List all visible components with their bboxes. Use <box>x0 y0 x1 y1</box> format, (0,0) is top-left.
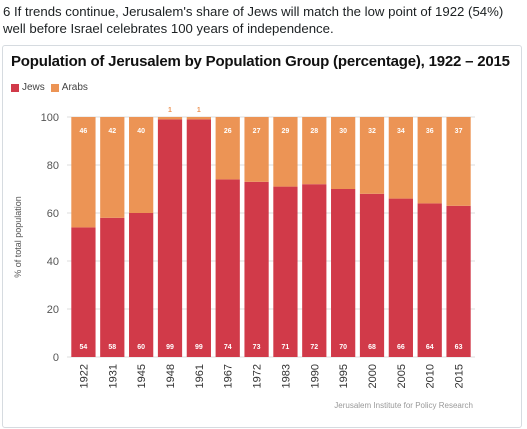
x-tick-label: 1961 <box>194 364 206 388</box>
bar-jews <box>273 186 298 357</box>
data-label-arabs: 40 <box>137 128 145 135</box>
data-label-arabs: 34 <box>397 128 405 135</box>
legend: Jews Arabs <box>11 82 88 93</box>
bar-jews <box>186 119 211 358</box>
bar-arabs <box>417 117 442 204</box>
y-tick-label: 60 <box>47 208 59 220</box>
bar-jews <box>157 119 183 358</box>
legend-label-arabs: Arabs <box>61 82 88 93</box>
x-tick-label: 1931 <box>107 364 119 388</box>
y-tick-label: 100 <box>41 112 59 124</box>
data-label-jews: 63 <box>455 344 463 351</box>
bar-arabs <box>331 117 356 189</box>
y-axis-label: % of total population <box>13 196 23 278</box>
bar-jews <box>417 203 442 357</box>
bar-arabs <box>129 117 154 213</box>
x-tick-label: 2000 <box>367 364 379 388</box>
data-label-jews: 66 <box>397 344 405 351</box>
data-label-arabs: 27 <box>253 128 261 135</box>
y-tick-label: 20 <box>47 304 59 316</box>
x-tick-label: 1922 <box>78 364 90 388</box>
x-tick-label: 1990 <box>309 364 321 388</box>
data-label-jews: 64 <box>426 344 434 351</box>
legend-item-jews: Jews <box>11 82 45 93</box>
x-tick-label: 1967 <box>223 364 235 388</box>
bar-jews <box>388 198 413 357</box>
y-tick-label: 40 <box>47 256 59 268</box>
bar-arabs <box>302 117 327 185</box>
data-label-jews: 68 <box>368 344 376 351</box>
bar-arabs <box>157 117 183 120</box>
x-tick-label: 2005 <box>396 364 408 388</box>
legend-label-jews: Jews <box>22 82 45 93</box>
chart-plot: 0 20 40 60 80 100 % of total population 54 46 192… <box>13 107 475 410</box>
data-label-arabs: 42 <box>108 128 116 135</box>
data-label-jews: 71 <box>282 344 290 351</box>
bar-arabs <box>215 117 240 180</box>
tweet-text: 6 If trends continue, Jerusalem's share … <box>3 4 504 36</box>
y-tick-label: 0 <box>53 352 59 364</box>
bar-arabs <box>273 117 298 187</box>
bar-arabs <box>244 117 269 182</box>
x-tick-label: 1995 <box>338 364 350 388</box>
x-tick-label: 1972 <box>252 364 264 388</box>
data-label-jews: 60 <box>137 344 145 351</box>
data-label-arabs: 46 <box>80 128 88 135</box>
bar-arabs <box>71 117 96 228</box>
chart-card: Population of Jerusalem by Population Gr… <box>2 45 522 428</box>
bar-arabs <box>359 117 385 194</box>
x-tick-label: 1983 <box>280 364 292 388</box>
y-tick-label: 80 <box>47 160 59 172</box>
x-tick-label: 1945 <box>136 364 148 388</box>
bar-jews <box>100 217 125 357</box>
data-label-arabs: 36 <box>426 128 434 135</box>
data-label-jews: 58 <box>108 344 116 351</box>
data-label-arabs: 26 <box>224 128 232 135</box>
bar-jews <box>71 227 96 357</box>
legend-swatch-arabs <box>50 83 59 92</box>
bar-arabs <box>186 117 211 120</box>
bar-jews <box>359 193 385 357</box>
data-label-jews: 74 <box>224 344 232 351</box>
data-label-jews: 54 <box>80 344 88 351</box>
bar-jews <box>129 213 154 357</box>
data-label-jews: 99 <box>195 344 203 351</box>
x-tick-label: 1948 <box>165 364 177 388</box>
data-label-arabs: 32 <box>368 128 376 135</box>
legend-item-arabs: Arabs <box>50 82 88 93</box>
chart-title: Population of Jerusalem by Population Gr… <box>11 53 510 70</box>
bar-arabs <box>446 117 471 206</box>
bar-arabs <box>100 117 125 218</box>
data-label-arabs: 37 <box>455 128 463 135</box>
bar-arabs <box>388 117 413 199</box>
data-label-jews: 72 <box>310 344 318 351</box>
data-label-arabs: 30 <box>339 128 347 135</box>
x-tick-label: 2015 <box>454 364 466 388</box>
legend-swatch-jews <box>11 83 19 92</box>
bar-jews <box>244 181 269 357</box>
bar-jews <box>446 205 471 357</box>
data-label-arabs: 28 <box>310 128 318 135</box>
x-tick-label: 2010 <box>425 364 437 388</box>
bar-jews <box>331 189 356 357</box>
bar-jews <box>215 179 240 357</box>
bar-jews <box>302 184 327 357</box>
data-label-arabs: 1 <box>168 107 172 114</box>
data-label-jews: 70 <box>339 344 347 351</box>
data-label-jews: 99 <box>166 344 174 351</box>
data-label-jews: 73 <box>253 344 261 351</box>
data-label-arabs: 1 <box>197 107 201 114</box>
data-label-arabs: 29 <box>282 128 290 135</box>
source-note: Jerusalem Institute for Policy Research <box>334 401 473 410</box>
